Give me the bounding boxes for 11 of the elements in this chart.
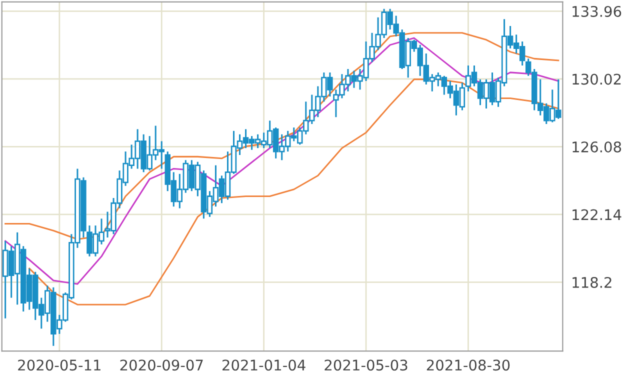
x-tick-label: 2021-05-03: [324, 360, 408, 371]
y-tick-label: 133.96: [572, 6, 622, 17]
x-tick-label: 2020-05-11: [18, 360, 100, 371]
x-tick-label: 2021-01-04: [222, 360, 306, 371]
y-tick-label: 118.2: [572, 276, 612, 288]
line-series: [4, 37, 560, 285]
x-tick-label: 2021-08-30: [426, 360, 510, 371]
y-tick-label: 126.08: [572, 141, 622, 152]
y-tick-label: 122.14: [572, 209, 622, 220]
x-tick-label: 2020-09-07: [120, 360, 203, 371]
y-tick-label: 130.02: [572, 74, 621, 85]
